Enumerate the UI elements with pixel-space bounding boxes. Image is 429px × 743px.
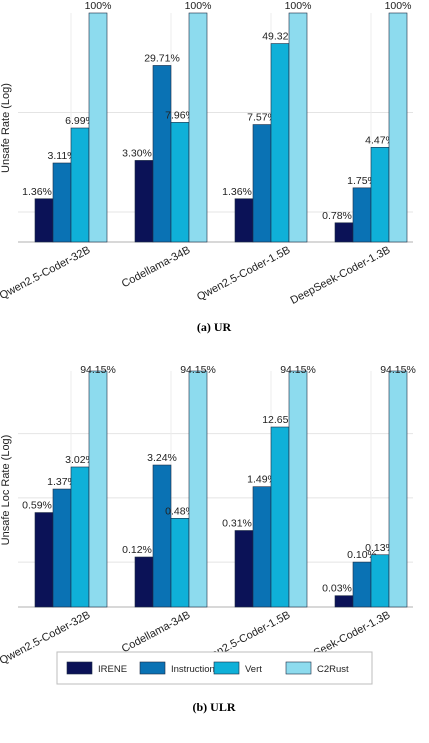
legend-swatch-irene bbox=[66, 661, 93, 675]
legend-swatch-c2rust bbox=[285, 661, 312, 675]
data-label: 100% bbox=[285, 0, 312, 12]
bar-instruction-2 bbox=[152, 464, 172, 608]
bar-instruction-1 bbox=[52, 488, 72, 608]
data-label: 3.02% bbox=[65, 454, 95, 466]
bar-irene-4 bbox=[334, 222, 354, 243]
bar-c2rust-1 bbox=[88, 370, 108, 608]
bar-instruction-3 bbox=[252, 486, 272, 608]
bar-vert-4 bbox=[370, 147, 390, 243]
legend-swatch-vert bbox=[213, 661, 240, 675]
bar-irene-1 bbox=[34, 198, 54, 243]
data-label: 94.15% bbox=[80, 364, 116, 376]
data-label: 1.75% bbox=[347, 175, 377, 187]
chart-panel-1: 1.36% 3.30% 1.36% 0.78% 3.11% 29.71% 7.57% 1.75… bbox=[0, 0, 413, 334]
data-label: 29.71% bbox=[144, 52, 180, 64]
chart-caption: (b) ULR bbox=[192, 700, 235, 714]
data-label: 0.12% bbox=[122, 544, 152, 556]
legend-label-irene: IRENE bbox=[98, 664, 127, 675]
data-label: 94.15% bbox=[380, 364, 416, 376]
bar-c2rust-2 bbox=[188, 12, 208, 243]
data-label: 0.03% bbox=[322, 583, 352, 595]
data-label: 94.15% bbox=[280, 364, 316, 376]
data-label: 0.59% bbox=[22, 500, 52, 512]
bar-vert-1 bbox=[70, 127, 90, 243]
legend-swatch-instruction bbox=[139, 661, 166, 675]
bar-instruction-4 bbox=[352, 187, 372, 243]
x-tick-label: Qwen2.5-Coder-1.5B bbox=[195, 244, 292, 303]
bar-c2rust-3 bbox=[288, 370, 308, 608]
y-axis-title: Unsafe Rate (Log) bbox=[0, 83, 12, 173]
data-label: 7.57% bbox=[247, 112, 277, 124]
bar-vert-2 bbox=[170, 122, 190, 243]
y-axis-title: Unsafe Loc Rate (Log) bbox=[0, 435, 12, 546]
data-label: 1.36% bbox=[22, 186, 52, 198]
bar-c2rust-3 bbox=[288, 12, 308, 243]
data-label: 4.47% bbox=[365, 134, 395, 146]
bar-vert-3 bbox=[270, 43, 290, 243]
data-label: 0.13% bbox=[365, 542, 395, 554]
data-label: 1.37% bbox=[47, 476, 77, 488]
bar-irene-3 bbox=[234, 198, 254, 243]
data-label: 6.99% bbox=[65, 115, 95, 127]
data-label: 0.31% bbox=[222, 518, 252, 530]
data-label: 100% bbox=[385, 0, 412, 12]
bar-vert-3 bbox=[270, 426, 290, 608]
data-label: 3.24% bbox=[147, 452, 177, 464]
data-label: 1.36% bbox=[222, 186, 252, 198]
legend-label-instruction: Instruction bbox=[171, 664, 215, 675]
data-label: 94.15% bbox=[180, 364, 216, 376]
data-label: 3.11% bbox=[48, 150, 77, 162]
legend: IRENE Instruction Vert C2Rust bbox=[56, 651, 373, 685]
bar-c2rust-2 bbox=[188, 370, 208, 608]
bar-irene-3 bbox=[234, 530, 254, 608]
data-label: 100% bbox=[185, 0, 212, 12]
bar-instruction-2 bbox=[152, 65, 172, 243]
bar-instruction-1 bbox=[52, 162, 72, 243]
bar-instruction-3 bbox=[252, 124, 272, 243]
bar-instruction-4 bbox=[352, 561, 372, 608]
data-label: 0.78% bbox=[322, 210, 352, 222]
bar-vert-2 bbox=[170, 518, 190, 608]
bar-irene-2 bbox=[134, 160, 154, 243]
data-label: 1.49% bbox=[247, 474, 277, 486]
x-tick-label: Codellama-34B bbox=[120, 609, 193, 655]
x-tick-label: Qwen2.5-Coder-32B bbox=[0, 244, 92, 302]
bar-irene-4 bbox=[334, 595, 354, 608]
bar-c2rust-4 bbox=[388, 12, 408, 243]
x-tick-label: Codellama-34B bbox=[120, 244, 193, 290]
legend-label-vert: Vert bbox=[245, 664, 262, 675]
data-label: 3.30% bbox=[122, 147, 152, 159]
data-label: 0.10% bbox=[347, 549, 377, 561]
legend-label-c2rust: C2Rust bbox=[317, 664, 349, 675]
bar-c2rust-1 bbox=[88, 12, 108, 243]
data-label: 7.96% bbox=[165, 109, 195, 121]
data-label: 100% bbox=[85, 0, 112, 12]
data-label: 0.48% bbox=[165, 505, 195, 517]
x-tick-label: DeepSeek-Coder-1.3B bbox=[289, 244, 393, 307]
bar-vert-1 bbox=[70, 466, 90, 608]
bar-vert-4 bbox=[370, 554, 390, 608]
bar-irene-1 bbox=[34, 512, 54, 608]
bar-c2rust-4 bbox=[388, 370, 408, 608]
chart-caption: (a) UR bbox=[197, 320, 232, 334]
bar-irene-2 bbox=[134, 556, 154, 608]
